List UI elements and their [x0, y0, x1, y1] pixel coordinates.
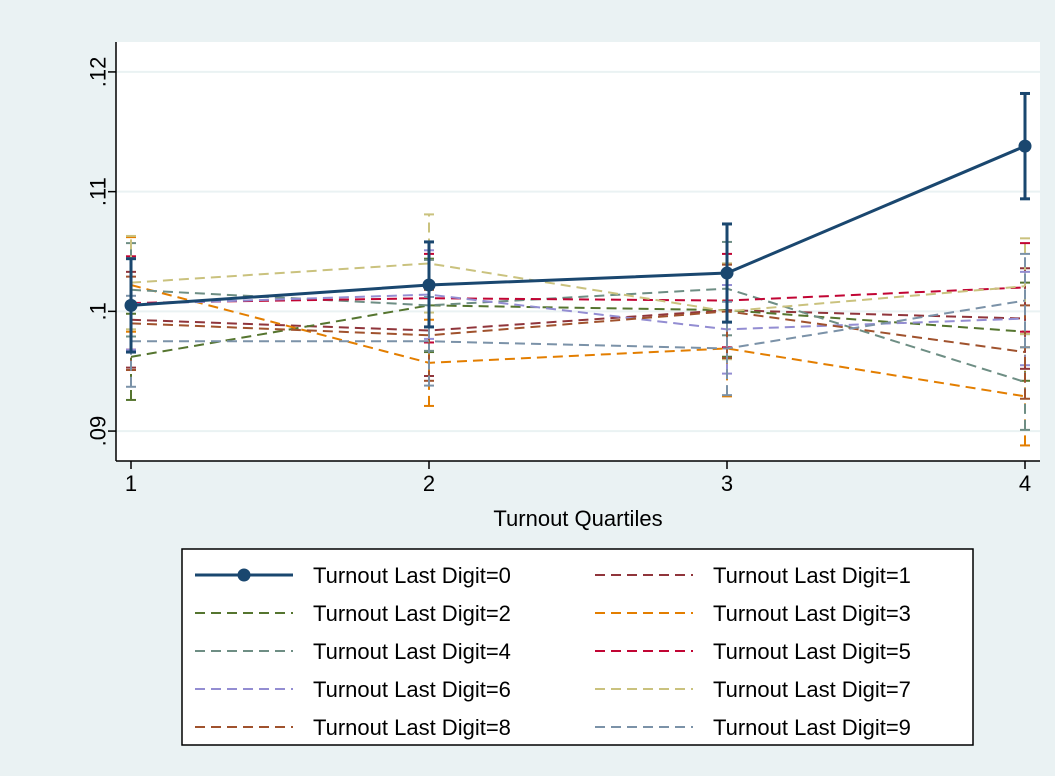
legend-label: Turnout Last Digit=6	[313, 677, 511, 702]
series-line	[130, 310, 1026, 354]
legend: Turnout Last Digit=0 Turnout Last Digit=1…	[195, 563, 911, 740]
x-axis-title: Turnout Quartiles	[493, 506, 662, 531]
axes	[115, 42, 1040, 462]
legend-item: Turnout Last Digit=4	[195, 639, 511, 664]
legend-label: Turnout Last Digit=5	[713, 639, 911, 664]
series-line	[130, 287, 1026, 383]
legend-label: Turnout Last Digit=8	[313, 715, 511, 740]
ticks: .09 .1 .11 .12 1 2 3 4	[86, 57, 1032, 496]
x-tick-label: 4	[1019, 471, 1031, 496]
legend-item: Turnout Last Digit=2	[195, 601, 511, 626]
series-line	[131, 299, 1026, 350]
legend-marker	[237, 568, 251, 582]
legend-label: Turnout Last Digit=3	[713, 601, 911, 626]
y-tick-label: .11	[86, 177, 111, 206]
legend-label: Turnout Last Digit=4	[313, 639, 511, 664]
series-line	[130, 284, 1026, 398]
legend-item: Turnout Last Digit=6	[195, 677, 511, 702]
legend-label: Turnout Last Digit=9	[713, 715, 911, 740]
legend-item: Turnout Last Digit=9	[595, 715, 911, 740]
x-tick-label: 2	[423, 471, 435, 496]
data-point	[720, 266, 734, 280]
legend-item: Turnout Last Digit=1	[595, 563, 911, 588]
y-tick-label: .12	[86, 57, 111, 88]
legend-item: Turnout Last Digit=7	[595, 677, 911, 702]
x-tick-label: 1	[125, 471, 137, 496]
legend-label: Turnout Last Digit=2	[313, 601, 511, 626]
legend-label: Turnout Last Digit=7	[713, 677, 911, 702]
series-line	[130, 304, 1026, 358]
plot-area	[116, 42, 1040, 461]
legend-item: Turnout Last Digit=3	[595, 601, 911, 626]
legend-item: Turnout Last Digit=5	[595, 639, 911, 664]
legend-label: Turnout Last Digit=1	[713, 563, 911, 588]
series-layer	[124, 91, 1032, 447]
legend-label: Turnout Last Digit=0	[313, 563, 511, 588]
data-point	[1018, 139, 1032, 153]
legend-item: Turnout Last Digit=8	[195, 715, 511, 740]
gridlines	[116, 70, 1040, 433]
series-line	[130, 144, 1026, 307]
y-tick-label: .09	[86, 416, 111, 447]
data-point	[422, 278, 436, 292]
series-line	[130, 262, 1026, 313]
x-tick-label: 3	[721, 471, 733, 496]
legend-box	[181, 548, 974, 746]
series-line	[130, 286, 1026, 304]
series-line	[130, 309, 1026, 332]
y-tick-label: .1	[86, 302, 111, 320]
series-line	[130, 293, 1026, 331]
data-point	[124, 298, 138, 312]
series-0	[124, 91, 1032, 354]
legend-item: Turnout Last Digit=0	[195, 563, 511, 588]
